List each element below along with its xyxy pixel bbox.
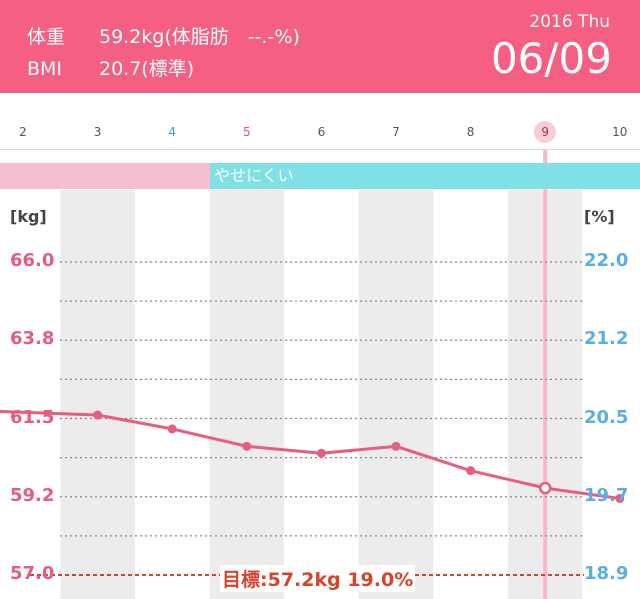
weight-value: 59.2kg(体脂肪 --.-%) [99,26,300,48]
weight-label: 体重 [27,26,66,48]
summary-header: 体重 59.2kg(体脂肪 --.-%) BMI 20.7(標準) 2016 Thu… [0,0,640,93]
day-10[interactable]: 10 [612,125,628,139]
y-tick-right: 19.7 [584,484,629,506]
day-2[interactable]: 2 [19,125,27,139]
year-weekday: 2016 Thu [529,12,610,32]
day-9[interactable]: 9 [534,121,557,143]
data-point-day-9 [538,481,552,495]
y-tick-right: 18.9 [584,563,629,584]
y-tick-right: 20.5 [584,406,629,428]
day-4[interactable]: 4 [168,125,176,139]
status-bar-label: やせにくい [210,163,640,189]
data-point-day-3 [93,410,103,420]
day-6[interactable]: 6 [317,125,326,139]
day-7[interactable]: 7 [392,125,400,139]
bmi-value: 20.7(標準) [99,58,195,80]
data-point-day-10 [615,493,625,503]
bmi-label: BMI [27,58,63,80]
goal-label: 目標:57.2kg 19.0% [220,565,416,592]
data-point-day-5 [242,441,252,451]
data-point-day-6 [316,448,326,458]
left-unit-label: [kg] [10,207,47,226]
data-point-day-8 [466,466,476,476]
bmi-line: BMI 20.7(標準) [27,54,194,81]
chart-column-bg [209,190,285,599]
y-tick-right: 21.2 [584,328,629,350]
y-tick-left: 59.2 [10,484,55,506]
status-bar-left [0,163,210,189]
day-8[interactable]: 8 [466,125,475,139]
left-axis-bg [0,190,60,599]
y-tick-right: 22.0 [584,250,629,271]
right-axis-bg [584,190,640,599]
selected-date: 06/09 [490,34,612,83]
y-tick-left: 63.8 [10,328,55,350]
chart-column-bg [60,190,135,599]
y-tick-left: 66.0 [10,250,55,271]
y-tick-left: 57.0 [10,563,55,584]
weight-line: 体重 59.2kg(体脂肪 --.-%) [27,22,300,49]
y-tick-left: 61.5 [10,406,55,428]
day-3[interactable]: 3 [93,125,102,139]
chart-column-bg [358,190,434,599]
data-point-day-4 [167,424,177,434]
selected-day-line [543,93,548,599]
data-point-day-7 [391,441,401,451]
day-5[interactable]: 5 [242,125,251,139]
day-selector[interactable]: 2 3 4 5 6 7 8 9 10 [0,93,640,150]
right-unit-label: [%] [584,207,615,226]
